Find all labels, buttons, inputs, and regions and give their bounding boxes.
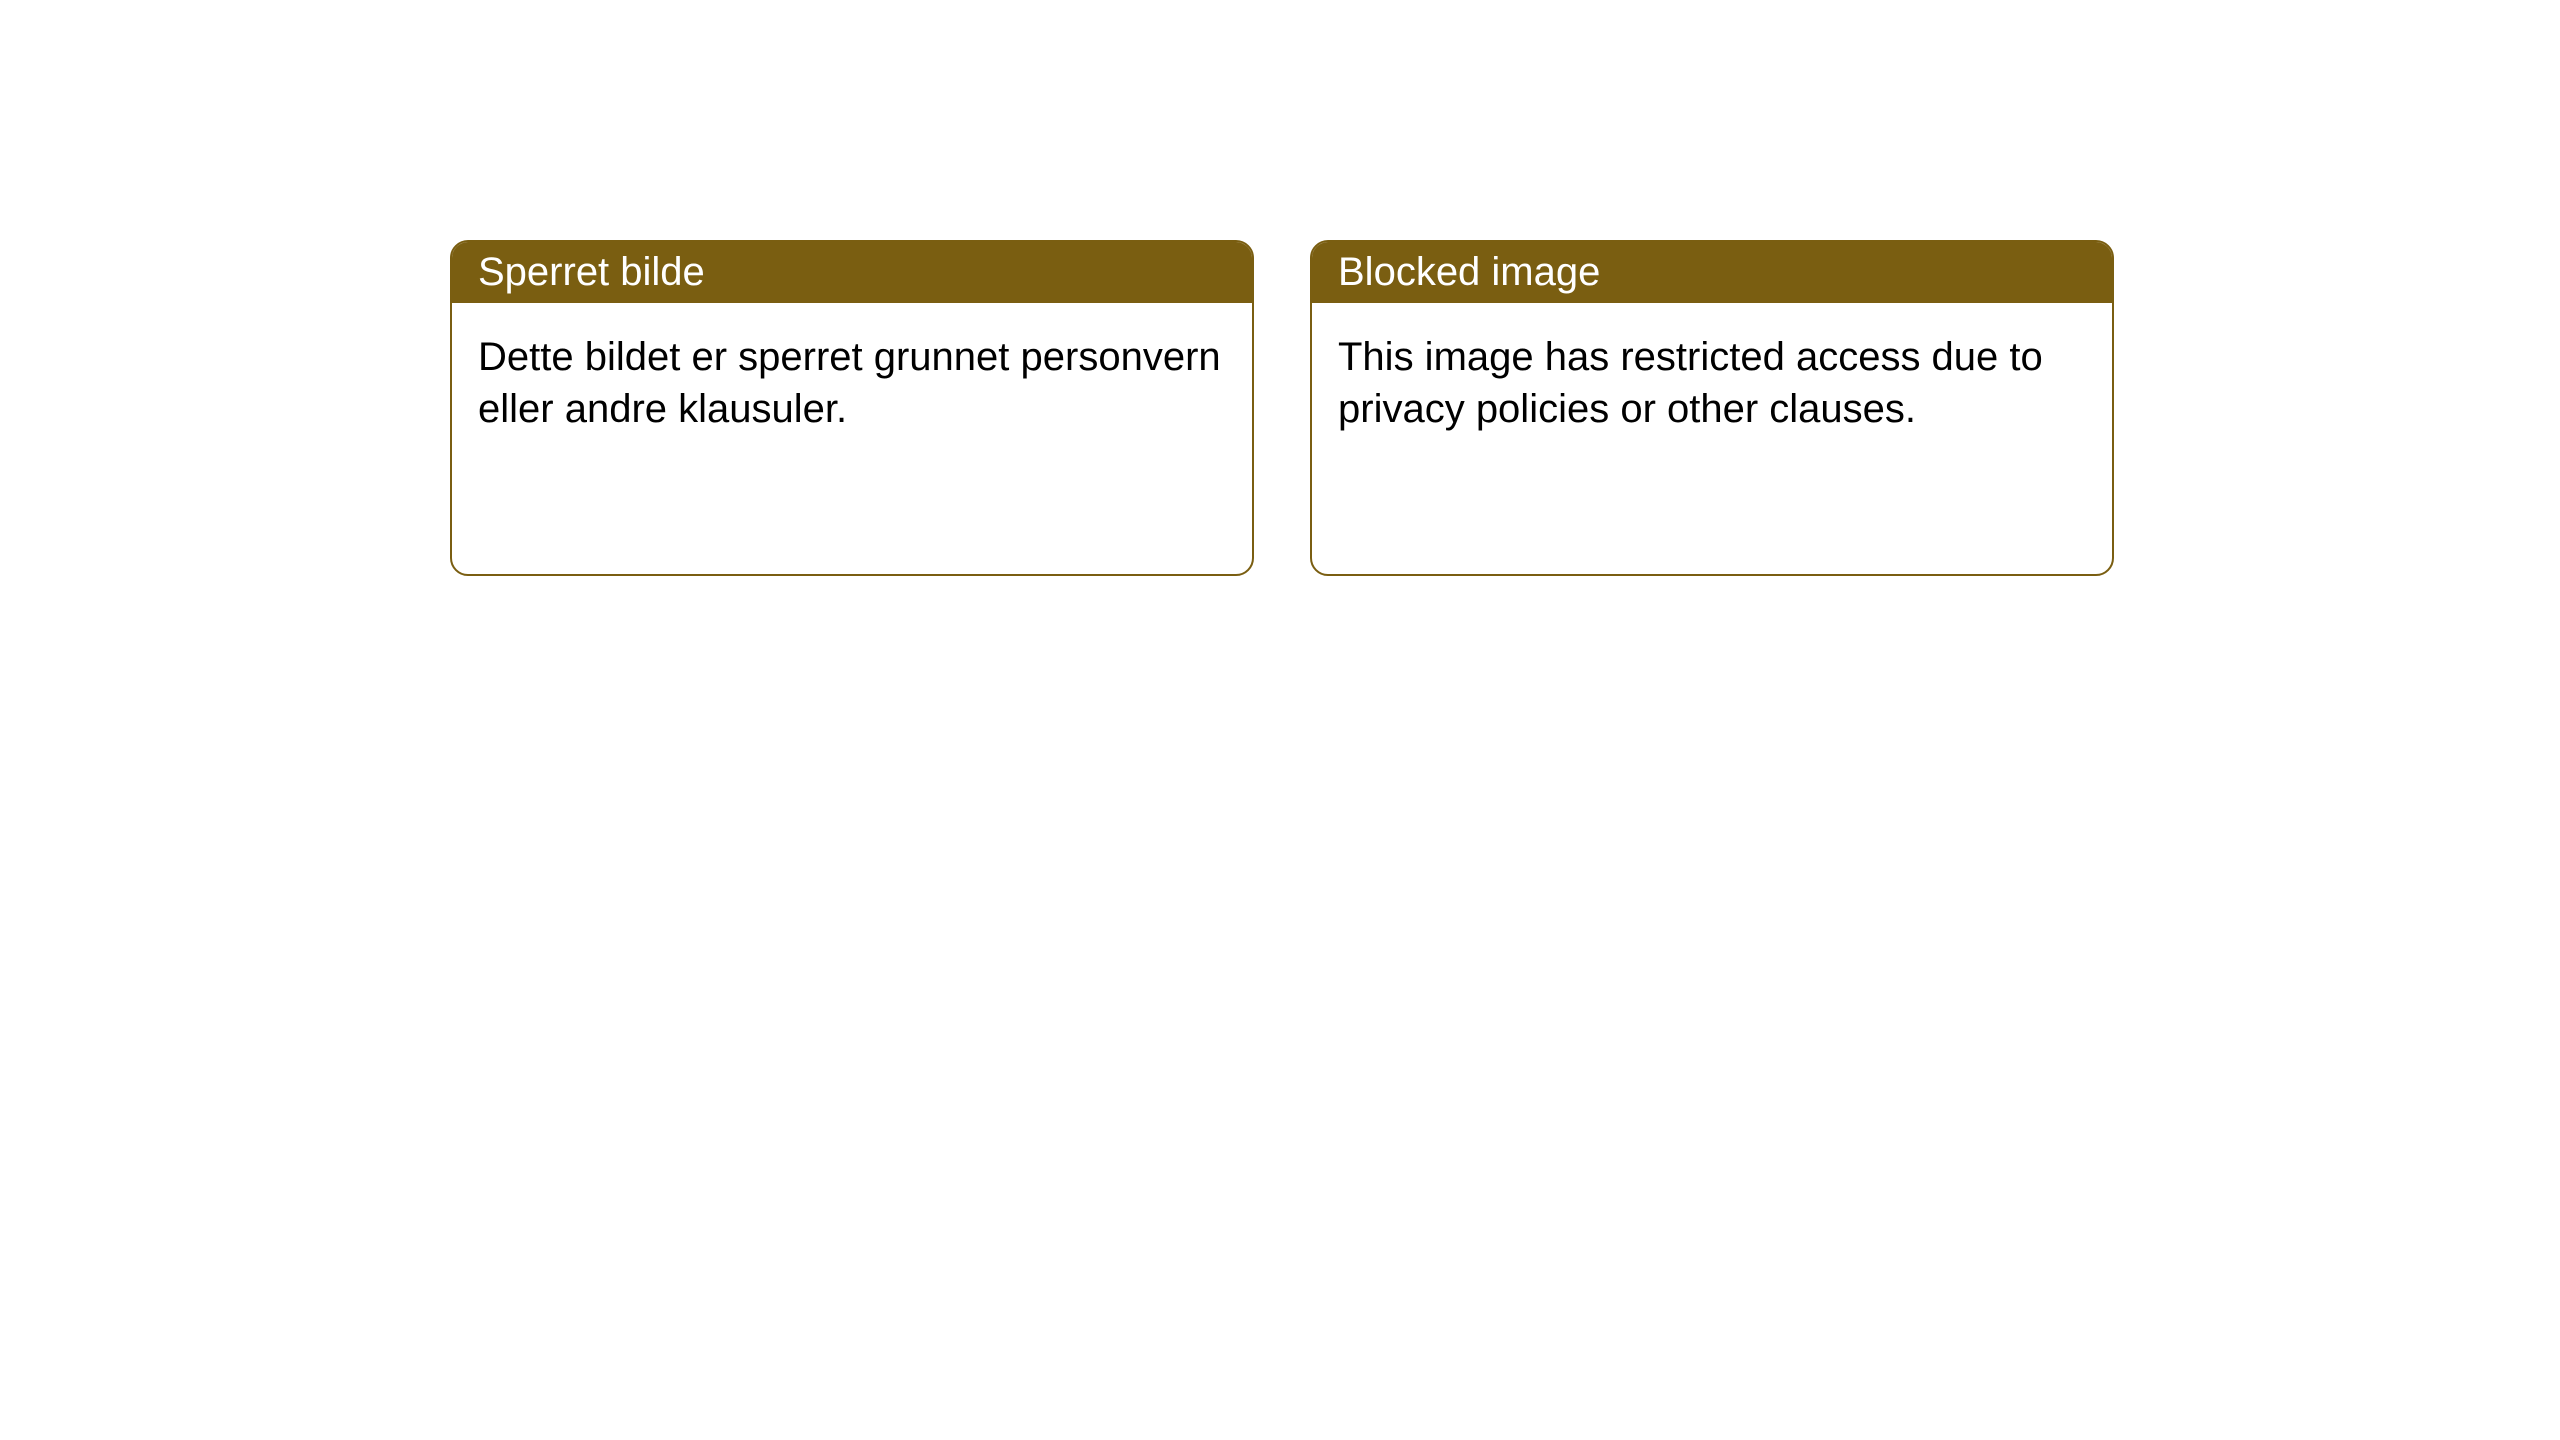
notice-title: Sperret bilde (452, 242, 1252, 303)
notice-card-english: Blocked image This image has restricted … (1310, 240, 2114, 576)
notice-title: Blocked image (1312, 242, 2112, 303)
notice-container: Sperret bilde Dette bildet er sperret gr… (0, 0, 2560, 576)
notice-body: Dette bildet er sperret grunnet personve… (452, 303, 1252, 463)
notice-card-norwegian: Sperret bilde Dette bildet er sperret gr… (450, 240, 1254, 576)
notice-body: This image has restricted access due to … (1312, 303, 2112, 463)
